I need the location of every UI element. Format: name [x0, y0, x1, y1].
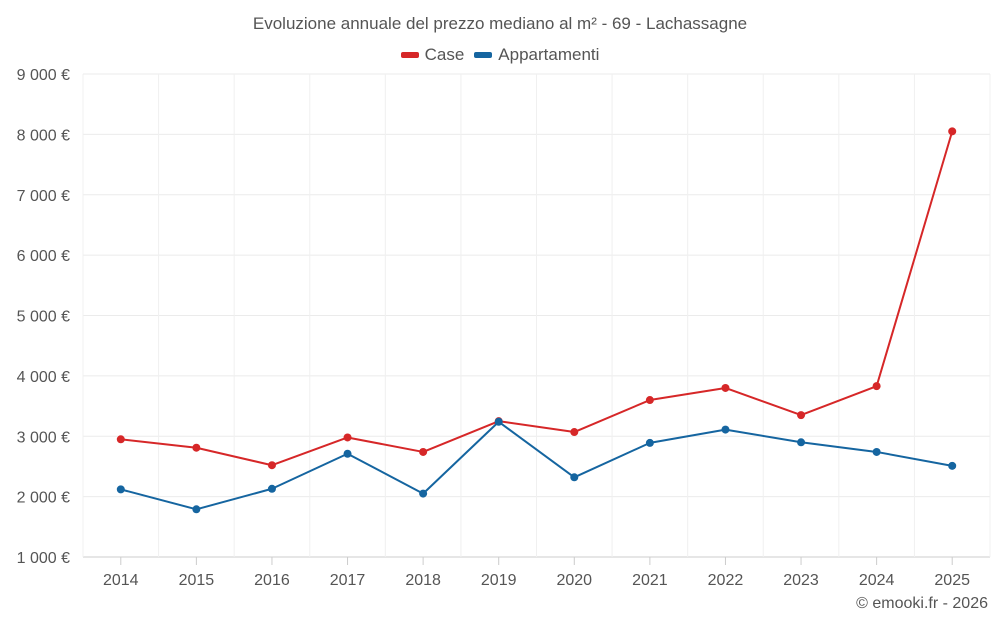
data-point-appartamenti: [419, 489, 428, 498]
x-tick-label: 2016: [254, 572, 290, 589]
data-point-case: [721, 383, 730, 392]
series-line-case: [120, 131, 954, 467]
data-point-case: [343, 433, 352, 442]
y-tick-label: 6 000 €: [17, 248, 70, 265]
x-tick-label: 2025: [934, 572, 970, 589]
x-tick-label: 2023: [783, 572, 819, 589]
data-point-appartamenti: [645, 438, 654, 447]
data-point-appartamenti: [494, 417, 503, 426]
x-tick-label: 2015: [179, 572, 215, 589]
legend-swatch-appartamenti: [474, 52, 493, 58]
y-tick-label: 2 000 €: [17, 490, 70, 507]
data-point-case: [797, 411, 806, 420]
data-point-case: [948, 127, 957, 136]
data-point-appartamenti: [267, 484, 276, 493]
chart-title: Evoluzione annuale del prezzo mediano al…: [252, 14, 748, 33]
x-tick-label: 2020: [556, 572, 592, 589]
chart-legend: Case Appartamenti: [0, 45, 1000, 65]
data-point-case: [872, 382, 881, 391]
y-tick-label: 8 000 €: [17, 127, 70, 144]
x-tick-label: 2024: [859, 572, 895, 589]
legend-item-case[interactable]: Case: [400, 45, 465, 65]
x-tick-label: 2019: [481, 572, 517, 589]
x-tick-label: 2022: [708, 572, 744, 589]
x-tick-label: 2018: [405, 572, 441, 589]
legend-label-appartamenti: Appartamenti: [498, 45, 600, 64]
data-point-case: [192, 443, 201, 452]
data-point-appartamenti: [797, 438, 806, 447]
data-point-appartamenti: [192, 505, 201, 514]
y-tick-label: 5 000 €: [17, 309, 70, 326]
x-tick-label: 2014: [103, 572, 139, 589]
data-point-case: [116, 435, 125, 444]
data-point-case: [645, 396, 654, 405]
data-point-appartamenti: [948, 461, 957, 470]
series-line-appartamenti: [120, 420, 953, 511]
legend-item-appartamenti[interactable]: Appartamenti: [474, 45, 599, 65]
x-tick-label: 2021: [632, 572, 668, 589]
data-point-appartamenti: [343, 449, 352, 458]
y-tick-label: 7 000 €: [17, 188, 70, 205]
y-tick-label: 3 000 €: [17, 429, 70, 446]
data-point-appartamenti: [116, 485, 125, 494]
data-point-case: [267, 461, 276, 470]
legend-label-case: Case: [424, 45, 465, 64]
data-point-appartamenti: [570, 473, 579, 482]
data-point-appartamenti: [721, 425, 730, 434]
x-tick-label: 2017: [330, 572, 366, 589]
credit-text: © emooki.fr - 2026: [856, 595, 988, 612]
y-tick-label: 1 000 €: [17, 550, 70, 567]
y-tick-label: 9 000 €: [17, 67, 70, 84]
data-point-appartamenti: [872, 447, 881, 456]
data-point-case: [570, 428, 579, 437]
data-point-case: [419, 447, 428, 456]
y-tick-label: 4 000 €: [17, 369, 70, 386]
legend-swatch-case: [400, 52, 419, 58]
